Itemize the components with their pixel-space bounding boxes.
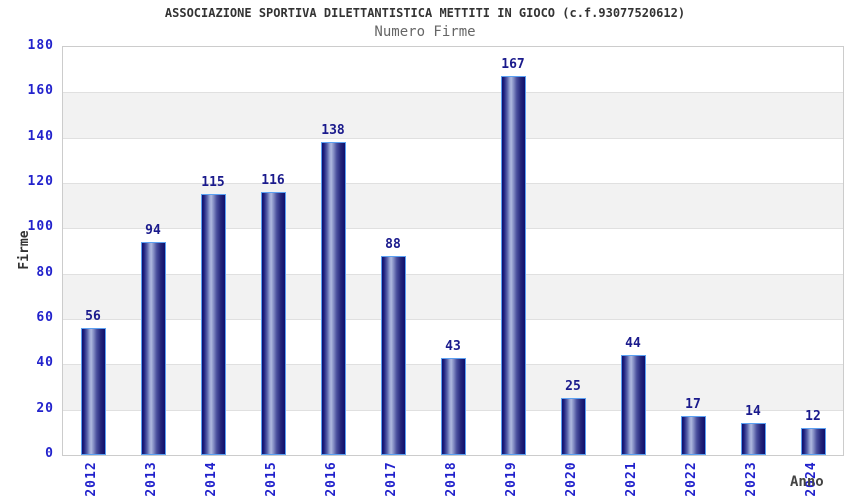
bar-2017 — [381, 256, 406, 455]
bar-2014 — [201, 194, 226, 455]
value-label-2022: 17 — [685, 397, 701, 412]
value-label-2024: 12 — [805, 409, 821, 424]
value-label-2021: 44 — [625, 336, 641, 351]
y-tick-label: 140 — [27, 128, 54, 144]
grid-band — [63, 228, 843, 273]
y-tick-label: 60 — [36, 310, 54, 325]
x-tick-label-2021: 2021 — [624, 461, 639, 497]
y-tick-label: 80 — [36, 264, 54, 280]
y-tick-label: 20 — [36, 400, 54, 416]
bar-2016 — [321, 142, 346, 455]
grid-band — [63, 92, 843, 138]
y-tick-label: 0 — [45, 446, 54, 461]
value-label-2014: 115 — [201, 175, 225, 190]
x-tick-label-2023: 2023 — [744, 461, 759, 497]
x-tick-label-2020: 2020 — [564, 461, 579, 497]
grid-band — [63, 47, 843, 92]
x-axis-title: Anno — [790, 474, 824, 490]
x-tick-label-2017: 2017 — [384, 461, 399, 497]
bar-2013 — [141, 242, 166, 455]
x-tick-label-2015: 2015 — [264, 461, 279, 497]
grid-band — [63, 137, 843, 183]
x-tick-label-2022: 2022 — [684, 461, 699, 497]
value-label-2013: 94 — [145, 223, 161, 238]
value-label-2019: 167 — [501, 57, 525, 72]
value-label-2015: 116 — [261, 173, 285, 188]
chart-subtitle: Numero Firme — [374, 24, 476, 40]
bar-2022 — [681, 416, 706, 455]
y-tick-label: 40 — [36, 355, 54, 371]
chart-title: ASSOCIAZIONE SPORTIVA DILETTANTISTICA ME… — [164, 6, 686, 20]
bar-2019 — [501, 76, 526, 455]
plot-area: 56 94 115 116 138 88 43 167 25 44 17 14 12 — [62, 46, 844, 456]
bar-2024 — [801, 428, 826, 455]
grid-band — [63, 183, 843, 229]
bar-2023 — [741, 423, 766, 455]
bar-2018 — [441, 358, 466, 455]
value-label-2020: 25 — [565, 379, 581, 394]
grid-band — [63, 273, 843, 319]
y-tick-label: 100 — [27, 219, 54, 235]
value-label-2018: 43 — [445, 339, 461, 354]
value-label-2017: 88 — [385, 237, 401, 252]
bar-2020 — [561, 398, 586, 455]
x-tick-label-2018: 2018 — [444, 461, 459, 497]
x-tick-label-2014: 2014 — [204, 461, 219, 497]
y-axis-title: Firme — [17, 230, 32, 270]
x-tick-label-2013: 2013 — [144, 461, 159, 497]
x-tick-label-2016: 2016 — [324, 461, 339, 497]
bar-2015 — [261, 192, 286, 455]
x-tick-label-2012: 2012 — [84, 461, 99, 497]
bar-2021 — [621, 355, 646, 455]
value-label-2012: 56 — [85, 309, 101, 324]
y-tick-label: 120 — [27, 174, 54, 189]
x-tick-label-2019: 2019 — [504, 461, 519, 497]
grid-band — [63, 319, 843, 364]
y-tick-label: 180 — [27, 38, 54, 53]
bar-2012 — [81, 328, 106, 455]
value-label-2016: 138 — [321, 123, 345, 138]
value-label-2023: 14 — [745, 404, 761, 419]
y-tick-label: 160 — [27, 83, 54, 99]
